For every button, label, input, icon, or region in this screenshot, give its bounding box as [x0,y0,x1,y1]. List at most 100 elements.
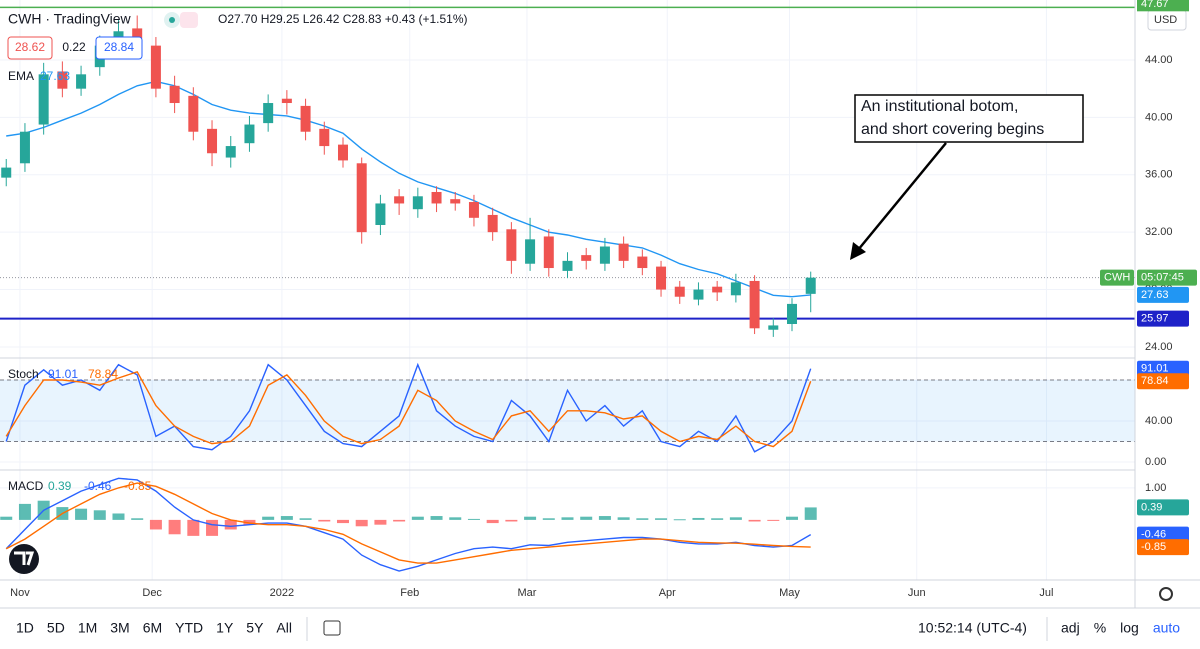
buy-button[interactable] [95,36,143,60]
annotation-text: An institutional botom, [861,98,1018,115]
macd-line [5,482,811,564]
price-label-box [1137,0,1189,12]
range-button[interactable]: 5Y [246,620,264,636]
histogram-bar [505,519,518,522]
clock: 10:52:14 (UTC-4) [918,620,1027,636]
stoch-legend-k: 91.01 [48,367,78,381]
histogram-bar [542,518,555,520]
histogram-bar [636,518,649,520]
annotation-box [854,94,1084,143]
price-label: -0.85 [1141,541,1166,553]
range-button[interactable]: 6M [143,620,162,636]
settings-button[interactable] [1159,587,1173,601]
candle-body [188,95,199,132]
macd-legend-hist: 0.39 [48,479,72,493]
histogram-bar [411,516,424,520]
candle-body [38,74,49,125]
histogram-bar [168,519,181,535]
histogram-bar [299,518,312,520]
histogram-bar [187,519,200,536]
candle-body [263,103,274,124]
price-label-box [1137,539,1189,556]
x-tick-label: May [779,587,800,599]
candle-body [225,146,236,158]
sell-button[interactable] [7,36,53,60]
price-label-box [1137,286,1189,303]
range-button[interactable]: YTD [175,620,203,636]
buy-price[interactable]: 28.84 [104,40,134,54]
candle-body [749,280,760,329]
candle-body [431,191,442,204]
histogram-bar [355,519,368,527]
x-tick-label: 2022 [270,587,294,599]
histogram-bar [486,519,499,524]
y-tick-label: 36.00 [1145,169,1173,181]
histogram-bar [131,518,144,520]
candle-body [337,144,348,161]
range-button[interactable]: 1M [78,620,97,636]
histogram-bar [580,516,593,520]
candle-body [300,105,311,132]
price-label: 25.97 [1141,313,1169,325]
candle-body [712,286,723,293]
y-tick-label: 40.00 [1145,415,1173,427]
ohlc-values: O27.70 H29.25 L26.42 C28.83 +0.43 (+1.51… [218,12,468,26]
sell-price[interactable]: 28.62 [15,40,45,54]
chart-option[interactable]: adj [1061,620,1080,636]
chart-option[interactable]: auto [1153,620,1180,636]
y-tick-label: 40.00 [1145,111,1173,123]
range-button[interactable]: 3M [110,620,129,636]
chart-option[interactable]: log [1120,620,1139,636]
range-button[interactable]: 1D [16,620,34,636]
logo-mark [14,551,35,566]
annotation-arrowhead [850,242,866,260]
histogram-bar [224,519,237,530]
macd-legend-title: MACD [8,479,44,493]
ema-legend-title: EMA [8,69,34,83]
histogram-bar [374,519,387,525]
candle-body [656,266,667,290]
candle-body [581,255,592,261]
chart-option[interactable]: % [1094,620,1106,636]
symbol-title: CWH · TradingView [8,11,132,27]
x-tick-label: Apr [659,587,676,599]
status-icon [180,12,198,28]
candle-body [375,203,386,225]
date-range-button[interactable] [323,620,341,636]
candle-body [487,214,498,233]
candle-body [244,124,255,144]
currency[interactable]: USD [1154,14,1177,26]
candle-body [768,325,779,330]
price-label-box [1137,373,1189,390]
ema-line [6,80,811,298]
histogram-bar [467,518,480,520]
histogram-bar [617,517,630,520]
histogram-bar [804,507,817,520]
range-button[interactable]: 1Y [216,620,234,636]
candle-body [412,196,423,210]
annotation-text: and short covering begins [861,121,1044,138]
histogram-bar [561,517,574,520]
histogram-bar [655,518,668,520]
histogram-bar [75,508,88,520]
price-label: 0.39 [1141,501,1162,513]
macd-legend-signal: -0.85 [124,479,152,493]
last-price-time: 05:07:45 [1141,272,1184,284]
x-tick-label: Jun [908,587,926,599]
histogram-bar [748,519,761,522]
macd-line [5,477,812,572]
histogram-bar [112,513,125,520]
candle-body [150,45,161,89]
histogram-bar [598,516,611,520]
histogram-bar [673,519,686,521]
y-tick-label: 24.00 [1145,341,1173,353]
range-button[interactable]: 5D [47,620,65,636]
y-tick-label: 44.00 [1145,54,1173,66]
candle-body [19,131,30,164]
range-button[interactable]: All [276,620,292,636]
histogram-bar [336,519,349,524]
histogram-bar [524,516,537,520]
x-tick-label: Mar [517,587,536,599]
candle-body [132,28,143,39]
y-tick-label: 1.00 [1145,482,1166,494]
